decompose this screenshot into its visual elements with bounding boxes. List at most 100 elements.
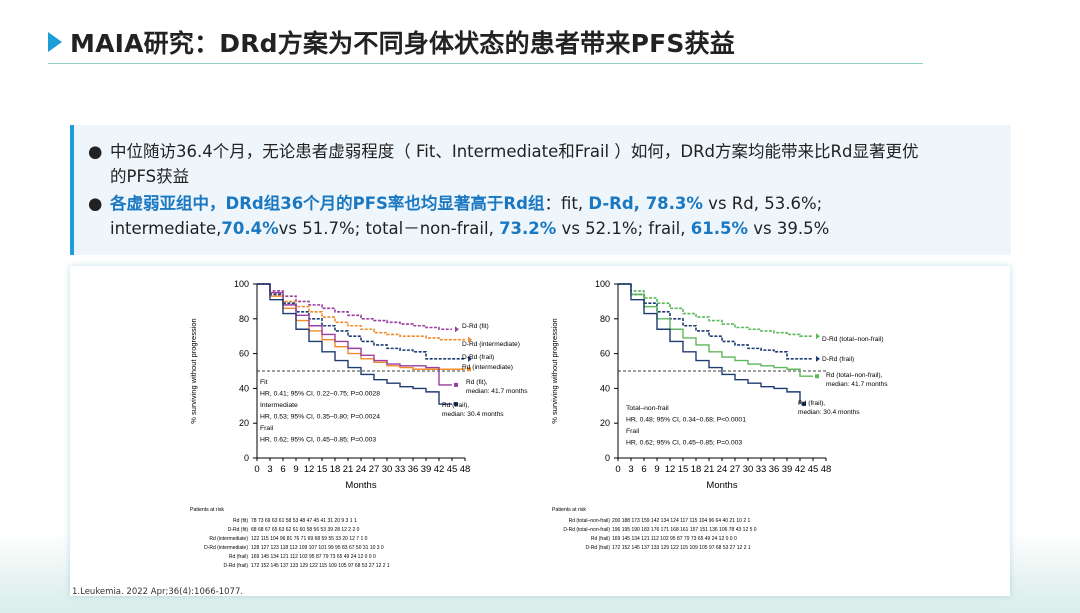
x-tick-label: 30 bbox=[743, 464, 754, 475]
page-title: MAIA研究：DRd方案为不同身体状态的患者带来PFS获益 bbox=[70, 29, 735, 58]
legend-label: D-Rd (total–non-frail) bbox=[822, 336, 884, 343]
x-tick-label: 15 bbox=[317, 464, 328, 475]
series-line-0 bbox=[257, 283, 452, 331]
annotation-text: HR, 0.48; 95% CI, 0.34–0.68; P<0.0001 bbox=[626, 417, 746, 424]
bullet-2-highlight-2: D-Rd, 78.3% bbox=[588, 194, 703, 213]
bullet-2-highlight-1: 各虚弱亚组中，DRd组36个月的PFS率也均显著高于Rd组 bbox=[110, 194, 545, 213]
series-line-3 bbox=[618, 283, 801, 405]
bullet-2: ● 各虚弱亚组中，DRd组36个月的PFS率也均显著高于Rd组：fit, D-R… bbox=[88, 191, 988, 241]
risk-row-values: 128 127 123 118 113 109 107 101 99 95 83… bbox=[251, 545, 384, 551]
x-tick-label: 21 bbox=[343, 464, 354, 475]
x-tick-label: 15 bbox=[678, 464, 689, 475]
x-tick-label: 48 bbox=[821, 464, 832, 475]
annotation-text: Fit bbox=[260, 379, 268, 386]
series-marker-1 bbox=[468, 336, 472, 343]
x-tick-label: 45 bbox=[447, 464, 458, 475]
risk-row-values: 169 145 134 121 112 102 95 87 79 73 65 4… bbox=[612, 536, 737, 542]
series-line-1 bbox=[618, 283, 813, 360]
x-tick-label: 27 bbox=[730, 464, 741, 475]
x-axis-label: Months bbox=[345, 480, 376, 491]
annotation-text: Intermediate bbox=[260, 402, 298, 409]
x-tick-label: 24 bbox=[356, 464, 367, 475]
annotation-text: HR, 0.62; 95% CI, 0.45–0.85; P=0.003 bbox=[260, 437, 376, 444]
x-tick-label: 0 bbox=[615, 464, 620, 475]
bullet-2-text-2: vs Rd, 53.6%; intermediate, bbox=[110, 194, 823, 238]
reference: 1.Leukemia. 2022 Apr;36(4):1066-1077. bbox=[72, 587, 244, 597]
y-tick-label: 20 bbox=[239, 418, 249, 428]
risk-row-label: D-Rd (frail) bbox=[586, 545, 611, 551]
x-tick-label: 48 bbox=[460, 464, 471, 475]
x-tick-label: 3 bbox=[267, 464, 272, 475]
chart-panel: 0 20 40 60 80 100 0 3 6 9 12 15 18 21 24 27 30 33 36 39 42 45… bbox=[70, 266, 1010, 596]
x-tick-label: 18 bbox=[691, 464, 702, 475]
x-tick-label: 18 bbox=[330, 464, 341, 475]
x-tick-label: 24 bbox=[717, 464, 728, 475]
bullet-2-highlight-4: 73.2% bbox=[499, 219, 557, 238]
y-tick-label: 60 bbox=[239, 349, 249, 359]
risk-row-label: Rd (frail) bbox=[229, 554, 249, 560]
annotation-text: HR, 0.41; 95% CI, 0.22–0.75; P=0.0028 bbox=[260, 391, 380, 398]
series-line-4 bbox=[257, 283, 452, 386]
legend-label: D-Rd (fit) bbox=[462, 323, 489, 330]
risk-row-label: Rd (intermediate) bbox=[209, 536, 248, 542]
y-tick-label: 100 bbox=[595, 279, 610, 289]
x-tick-label: 9 bbox=[293, 464, 298, 475]
x-tick-label: 42 bbox=[795, 464, 806, 475]
series-marker-2 bbox=[815, 374, 819, 379]
risk-row-label: D-Rd (frail) bbox=[224, 563, 249, 569]
risk-row-values: 200 188 173 159 142 134 124 117 115 104 … bbox=[612, 518, 750, 524]
series-marker-4 bbox=[454, 382, 458, 387]
x-tick-label: 45 bbox=[808, 464, 819, 475]
bullet-2-text-3: vs 51.7%; total－non-frail, bbox=[278, 219, 500, 238]
bullet-1-line-1: 中位随访36.4个月，无论患者虚弱程度（ Fit、Intermediate和Fr… bbox=[110, 142, 919, 161]
x-tick-label: 33 bbox=[395, 464, 406, 475]
y-tick-label: 40 bbox=[239, 383, 249, 393]
series-marker-2 bbox=[468, 355, 472, 362]
x-tick-label: 42 bbox=[434, 464, 445, 475]
series-line-2 bbox=[257, 283, 465, 360]
series-marker-0 bbox=[455, 326, 459, 333]
risk-row-label: Rd (fit) bbox=[233, 518, 248, 524]
risk-row-values: 172 152 145 137 133 129 122 115 109 105 … bbox=[612, 545, 751, 551]
x-axis-label: Months bbox=[706, 480, 737, 491]
risk-row-values: 78 73 69 63 61 58 53 48 47 45 41 31 20 9… bbox=[251, 518, 357, 524]
bullet-2-highlight-3: 70.4% bbox=[221, 219, 279, 238]
y-tick-label: 60 bbox=[600, 349, 610, 359]
bullet-2-highlight-5: 61.5% bbox=[690, 219, 748, 238]
bullet-1-line-2: 的PFS获益 bbox=[110, 167, 190, 186]
series-marker-1 bbox=[816, 355, 820, 362]
risk-row-label: Rd (total–non-frail) bbox=[569, 518, 611, 524]
y-tick-label: 80 bbox=[600, 314, 610, 324]
y-tick-label: 20 bbox=[600, 418, 610, 428]
series-marker-3 bbox=[467, 367, 471, 372]
x-tick-label: 0 bbox=[254, 464, 259, 475]
legend-label: Rd (intermediate) bbox=[462, 364, 513, 371]
risk-row-values: 172 152 145 137 133 129 122 115 109 105 … bbox=[251, 563, 390, 569]
legend-label: median: 30.4 months bbox=[798, 409, 860, 416]
annotation-text: Frail bbox=[260, 425, 274, 432]
bullet-2-text-5: vs 39.5% bbox=[748, 219, 830, 238]
y-tick-label: 80 bbox=[239, 314, 249, 324]
legend-label: Rd (frail), bbox=[442, 402, 469, 409]
legend-label: Rd (frail), bbox=[798, 400, 825, 407]
y-axis-label: % surviving without progression bbox=[189, 318, 198, 423]
annotation-text: Frail bbox=[626, 428, 640, 435]
x-tick-label: 39 bbox=[782, 464, 793, 475]
bullet-2-text: 各虚弱亚组中，DRd组36个月的PFS率也均显著高于Rd组：fit, D-Rd,… bbox=[110, 191, 988, 241]
series-line-0 bbox=[618, 283, 813, 337]
series-marker-3 bbox=[802, 402, 806, 407]
x-tick-label: 30 bbox=[382, 464, 393, 475]
y-tick-label: 0 bbox=[605, 453, 610, 463]
legend-label: median: 30.4 months bbox=[442, 411, 504, 418]
risk-row-values: 122 115 104 96 81 76 71 69 68 59 55 33 2… bbox=[251, 536, 368, 542]
y-axis-label: % surviving without progression bbox=[550, 318, 559, 423]
x-tick-label: 27 bbox=[369, 464, 380, 475]
risk-row-label: Rd (frail) bbox=[591, 536, 611, 542]
x-tick-label: 36 bbox=[408, 464, 419, 475]
y-tick-label: 100 bbox=[234, 279, 249, 289]
legend-label: median: 41.7 months bbox=[466, 388, 528, 395]
annotation-text: HR, 0.62; 95% CI, 0.45–0.85; P=0.003 bbox=[626, 440, 742, 447]
risk-row-label: D-Rd (total–non-frail) bbox=[563, 527, 610, 533]
bullet-dot-icon: ● bbox=[88, 142, 103, 161]
